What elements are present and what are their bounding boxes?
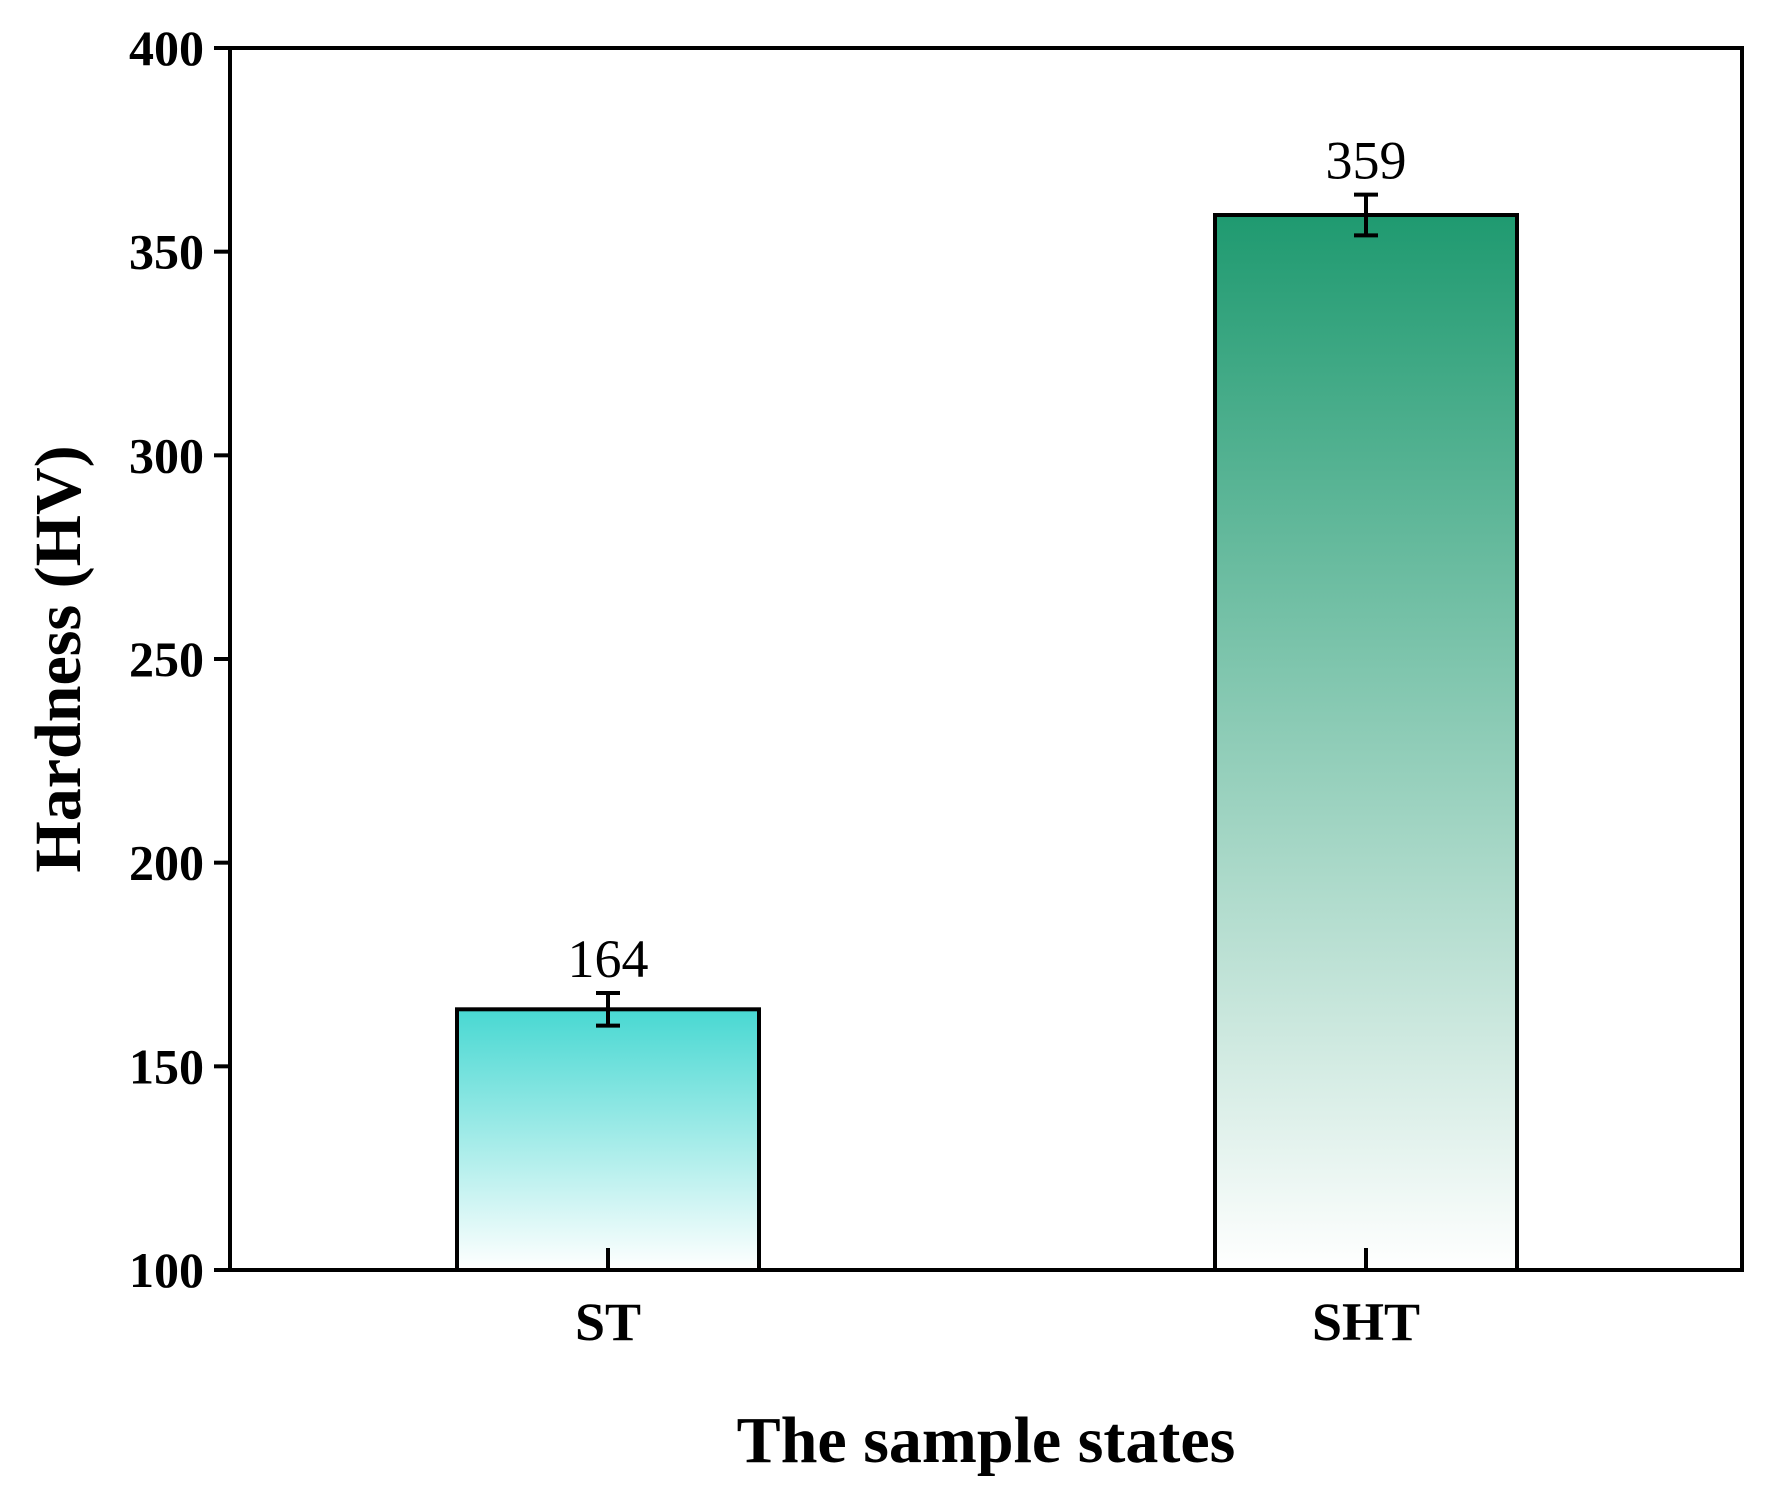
x-tick-label-sht: SHT xyxy=(1312,1292,1420,1352)
y-tick-label-300: 300 xyxy=(129,427,204,483)
data-label-st: 164 xyxy=(568,929,649,989)
y-tick-label-100: 100 xyxy=(129,1242,204,1298)
error-bars-layer xyxy=(596,192,1378,1028)
y-tick-label-150: 150 xyxy=(129,1038,204,1094)
x-axis-title: The sample states xyxy=(737,1404,1236,1477)
data-labels-layer: 164 359 xyxy=(568,131,1407,989)
bar-st xyxy=(455,1007,761,1272)
y-axis-title: Hardness (HV) xyxy=(22,445,95,872)
bars-layer xyxy=(455,213,1519,1272)
y-tick-label-250: 250 xyxy=(129,631,204,687)
data-label-sht: 359 xyxy=(1326,131,1407,191)
y-tick-label-350: 350 xyxy=(129,224,204,280)
y-axis: 100 150 200 250 300 350 400 xyxy=(129,20,230,1298)
bar-sht xyxy=(1213,213,1519,1272)
y-tick-label-200: 200 xyxy=(129,835,204,891)
x-tick-label-st: ST xyxy=(575,1292,641,1352)
y-tick-label-400: 400 xyxy=(129,20,204,76)
x-axis: ST SHT xyxy=(575,1248,1420,1352)
